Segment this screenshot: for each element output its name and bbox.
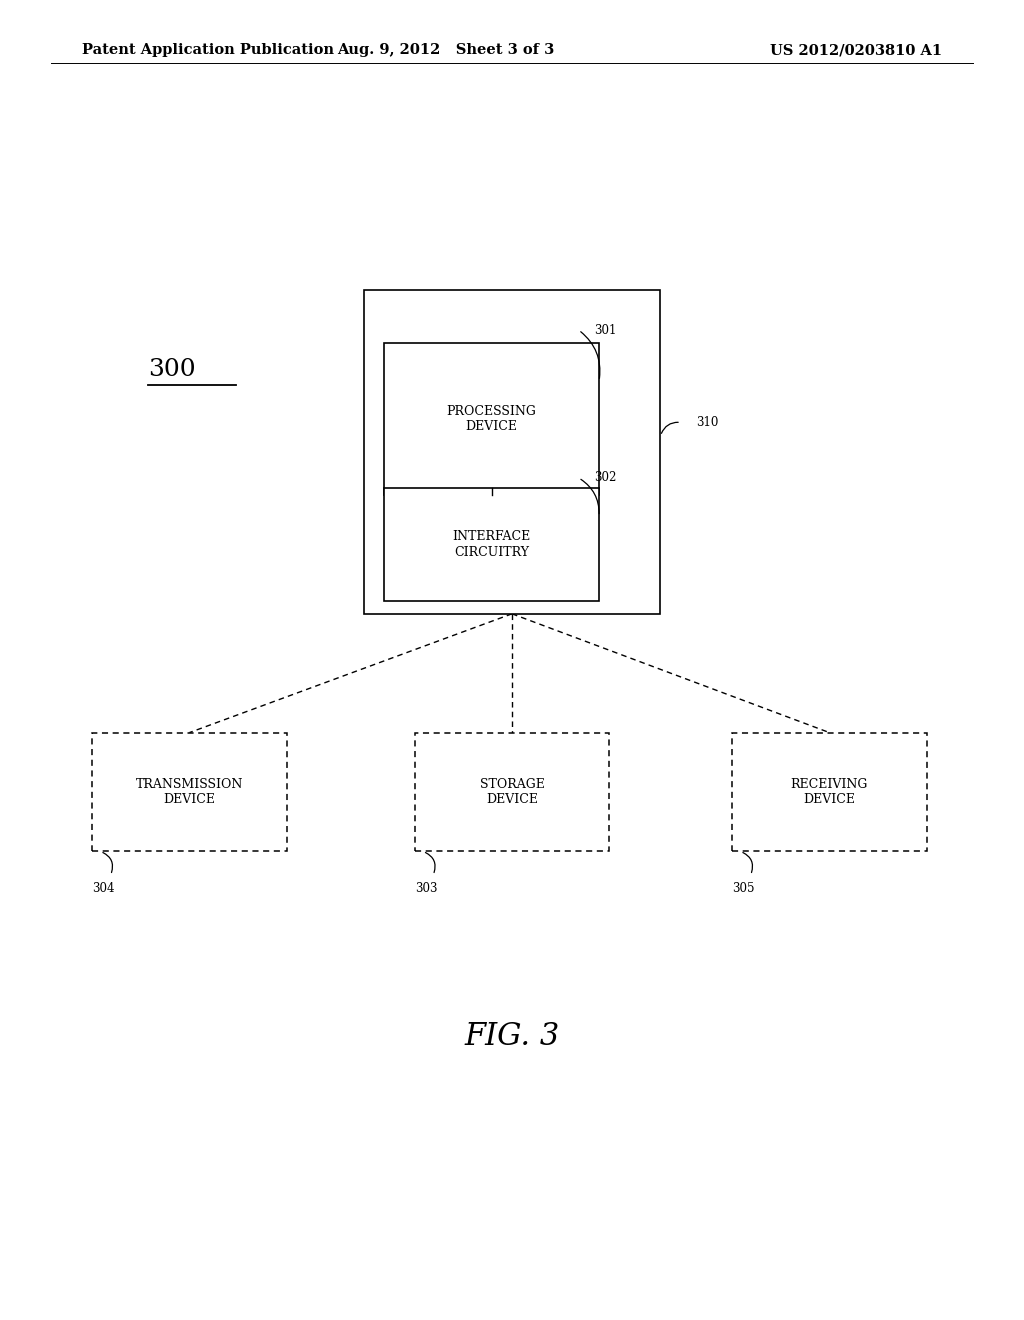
Text: 304: 304 <box>92 882 115 895</box>
Text: STORAGE
DEVICE: STORAGE DEVICE <box>479 777 545 807</box>
Text: TRANSMISSION
DEVICE: TRANSMISSION DEVICE <box>136 777 243 807</box>
Text: 310: 310 <box>696 416 719 429</box>
Text: 305: 305 <box>732 882 755 895</box>
Bar <box>415 733 609 851</box>
Text: Patent Application Publication: Patent Application Publication <box>82 44 334 57</box>
Text: 303: 303 <box>415 882 437 895</box>
Text: RECEIVING
DEVICE: RECEIVING DEVICE <box>791 777 868 807</box>
Text: FIG. 3: FIG. 3 <box>464 1020 560 1052</box>
Bar <box>384 488 599 601</box>
Bar <box>384 343 599 495</box>
Bar <box>92 733 287 851</box>
Bar <box>364 290 660 614</box>
Text: INTERFACE
CIRCUITRY: INTERFACE CIRCUITRY <box>453 531 530 558</box>
Text: 302: 302 <box>594 471 616 484</box>
Bar <box>732 733 927 851</box>
Text: Aug. 9, 2012   Sheet 3 of 3: Aug. 9, 2012 Sheet 3 of 3 <box>337 44 554 57</box>
Text: US 2012/0203810 A1: US 2012/0203810 A1 <box>770 44 942 57</box>
Text: PROCESSING
DEVICE: PROCESSING DEVICE <box>446 405 537 433</box>
Text: 301: 301 <box>594 323 616 337</box>
Text: 300: 300 <box>148 358 197 381</box>
